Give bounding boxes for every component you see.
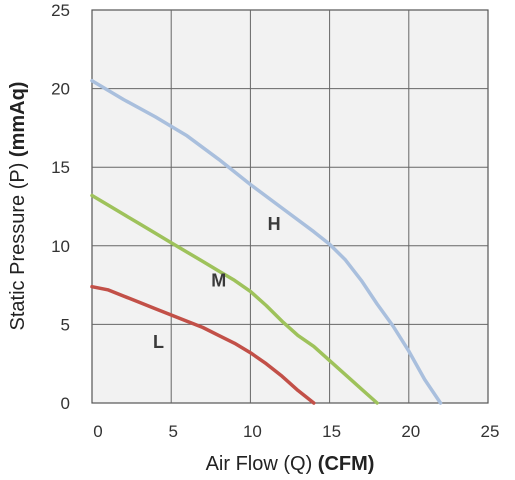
series-label-h: H	[268, 214, 281, 234]
y-axis-label-unit: (mmAq)	[7, 82, 29, 158]
y-tick-label: 10	[51, 237, 70, 256]
series-label-l: L	[153, 332, 164, 352]
series-labels: H M L	[153, 214, 281, 352]
y-axis-label-main: Static Pressure (P)	[7, 157, 29, 330]
y-tick-label: 20	[51, 80, 70, 99]
x-axis-label-unit: (CFM)	[318, 453, 375, 475]
series-label-m: M	[211, 271, 226, 291]
x-tick-label: 0	[93, 422, 102, 441]
plot-area	[91, 9, 489, 404]
x-tick-label: 25	[481, 422, 500, 441]
y-axis-ticks: 0 5 10 15 20 25	[51, 1, 70, 413]
y-tick-label: 0	[61, 394, 70, 413]
x-tick-label: 10	[243, 422, 262, 441]
x-tick-label: 5	[168, 422, 177, 441]
curve-m	[90, 193, 379, 405]
y-tick-label: 25	[51, 1, 70, 20]
y-tick-label: 5	[61, 315, 70, 334]
x-tick-label: 20	[401, 422, 420, 441]
y-tick-label: 15	[51, 158, 70, 177]
gridlines	[92, 10, 488, 403]
x-axis-label: Air Flow (Q) (CFM)	[206, 453, 375, 475]
curve-l	[90, 284, 316, 405]
y-axis-label: Static Pressure (P) (mmAq)	[7, 82, 29, 331]
curve-h	[90, 78, 443, 405]
x-axis-ticks: 0 5 10 15 20 25	[93, 422, 499, 441]
x-axis-label-main: Air Flow (Q)	[206, 453, 318, 475]
x-tick-label: 15	[322, 422, 341, 441]
performance-curves	[90, 78, 443, 405]
